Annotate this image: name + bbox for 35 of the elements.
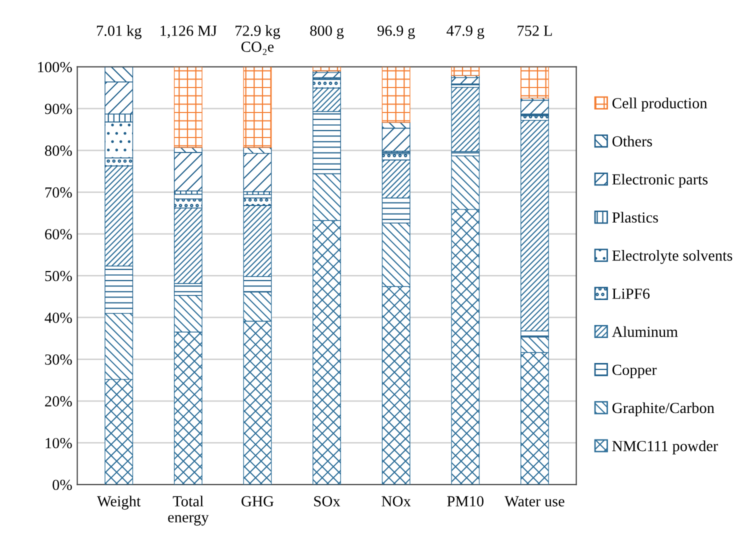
x-tick-label: GHG [242, 496, 274, 506]
text: 7.01 kg [96, 25, 142, 40]
x-tick-label: Water use [504, 496, 564, 507]
y-tick-label: 40% [44, 312, 72, 323]
text: 47.9 g [446, 26, 484, 40]
legend-label: LiPF6 [612, 288, 650, 299]
x-tick-label: Weight [97, 496, 141, 510]
y-tick-label: 30% [45, 354, 72, 365]
text: 96.9 g [377, 26, 415, 40]
legend-label: NMC111 powder [612, 440, 718, 454]
x-tick-label: NOx [382, 496, 411, 506]
legend-label: Electrolyte solvents [612, 250, 732, 264]
legend-label: Electronic parts [612, 174, 708, 188]
y-tick-label: 90% [44, 104, 72, 114]
y-tick-label: 20% [45, 396, 72, 407]
x-tick-label: SOx [314, 496, 340, 506]
legend-label: Cell production [612, 98, 708, 112]
legend-label: Others [612, 136, 652, 146]
x-tick-label: Total energy [168, 496, 209, 526]
y-tick-label: 0% [52, 480, 72, 490]
legend-label: Aluminum [612, 326, 678, 337]
text: 72.9 kg CO₂e [236, 25, 280, 55]
y-tick-label: 70% [45, 187, 72, 198]
text: 800 g [310, 26, 344, 40]
y-tick-label: 50% [45, 270, 72, 282]
legend-label: Plastics [612, 212, 658, 223]
x-tick-label: PM10 [447, 496, 484, 506]
y-tick-label: 80% [45, 146, 72, 156]
y-tick-label: 60% [45, 229, 72, 240]
y-tick-label: 10% [46, 438, 72, 448]
legend-label: Copper [612, 364, 657, 378]
y-tick-label: 100% [38, 62, 72, 72]
text: 752 L [518, 26, 552, 36]
legend-label: Graphite/Carbon [612, 402, 714, 416]
text: 1,126 MJ [160, 26, 217, 38]
